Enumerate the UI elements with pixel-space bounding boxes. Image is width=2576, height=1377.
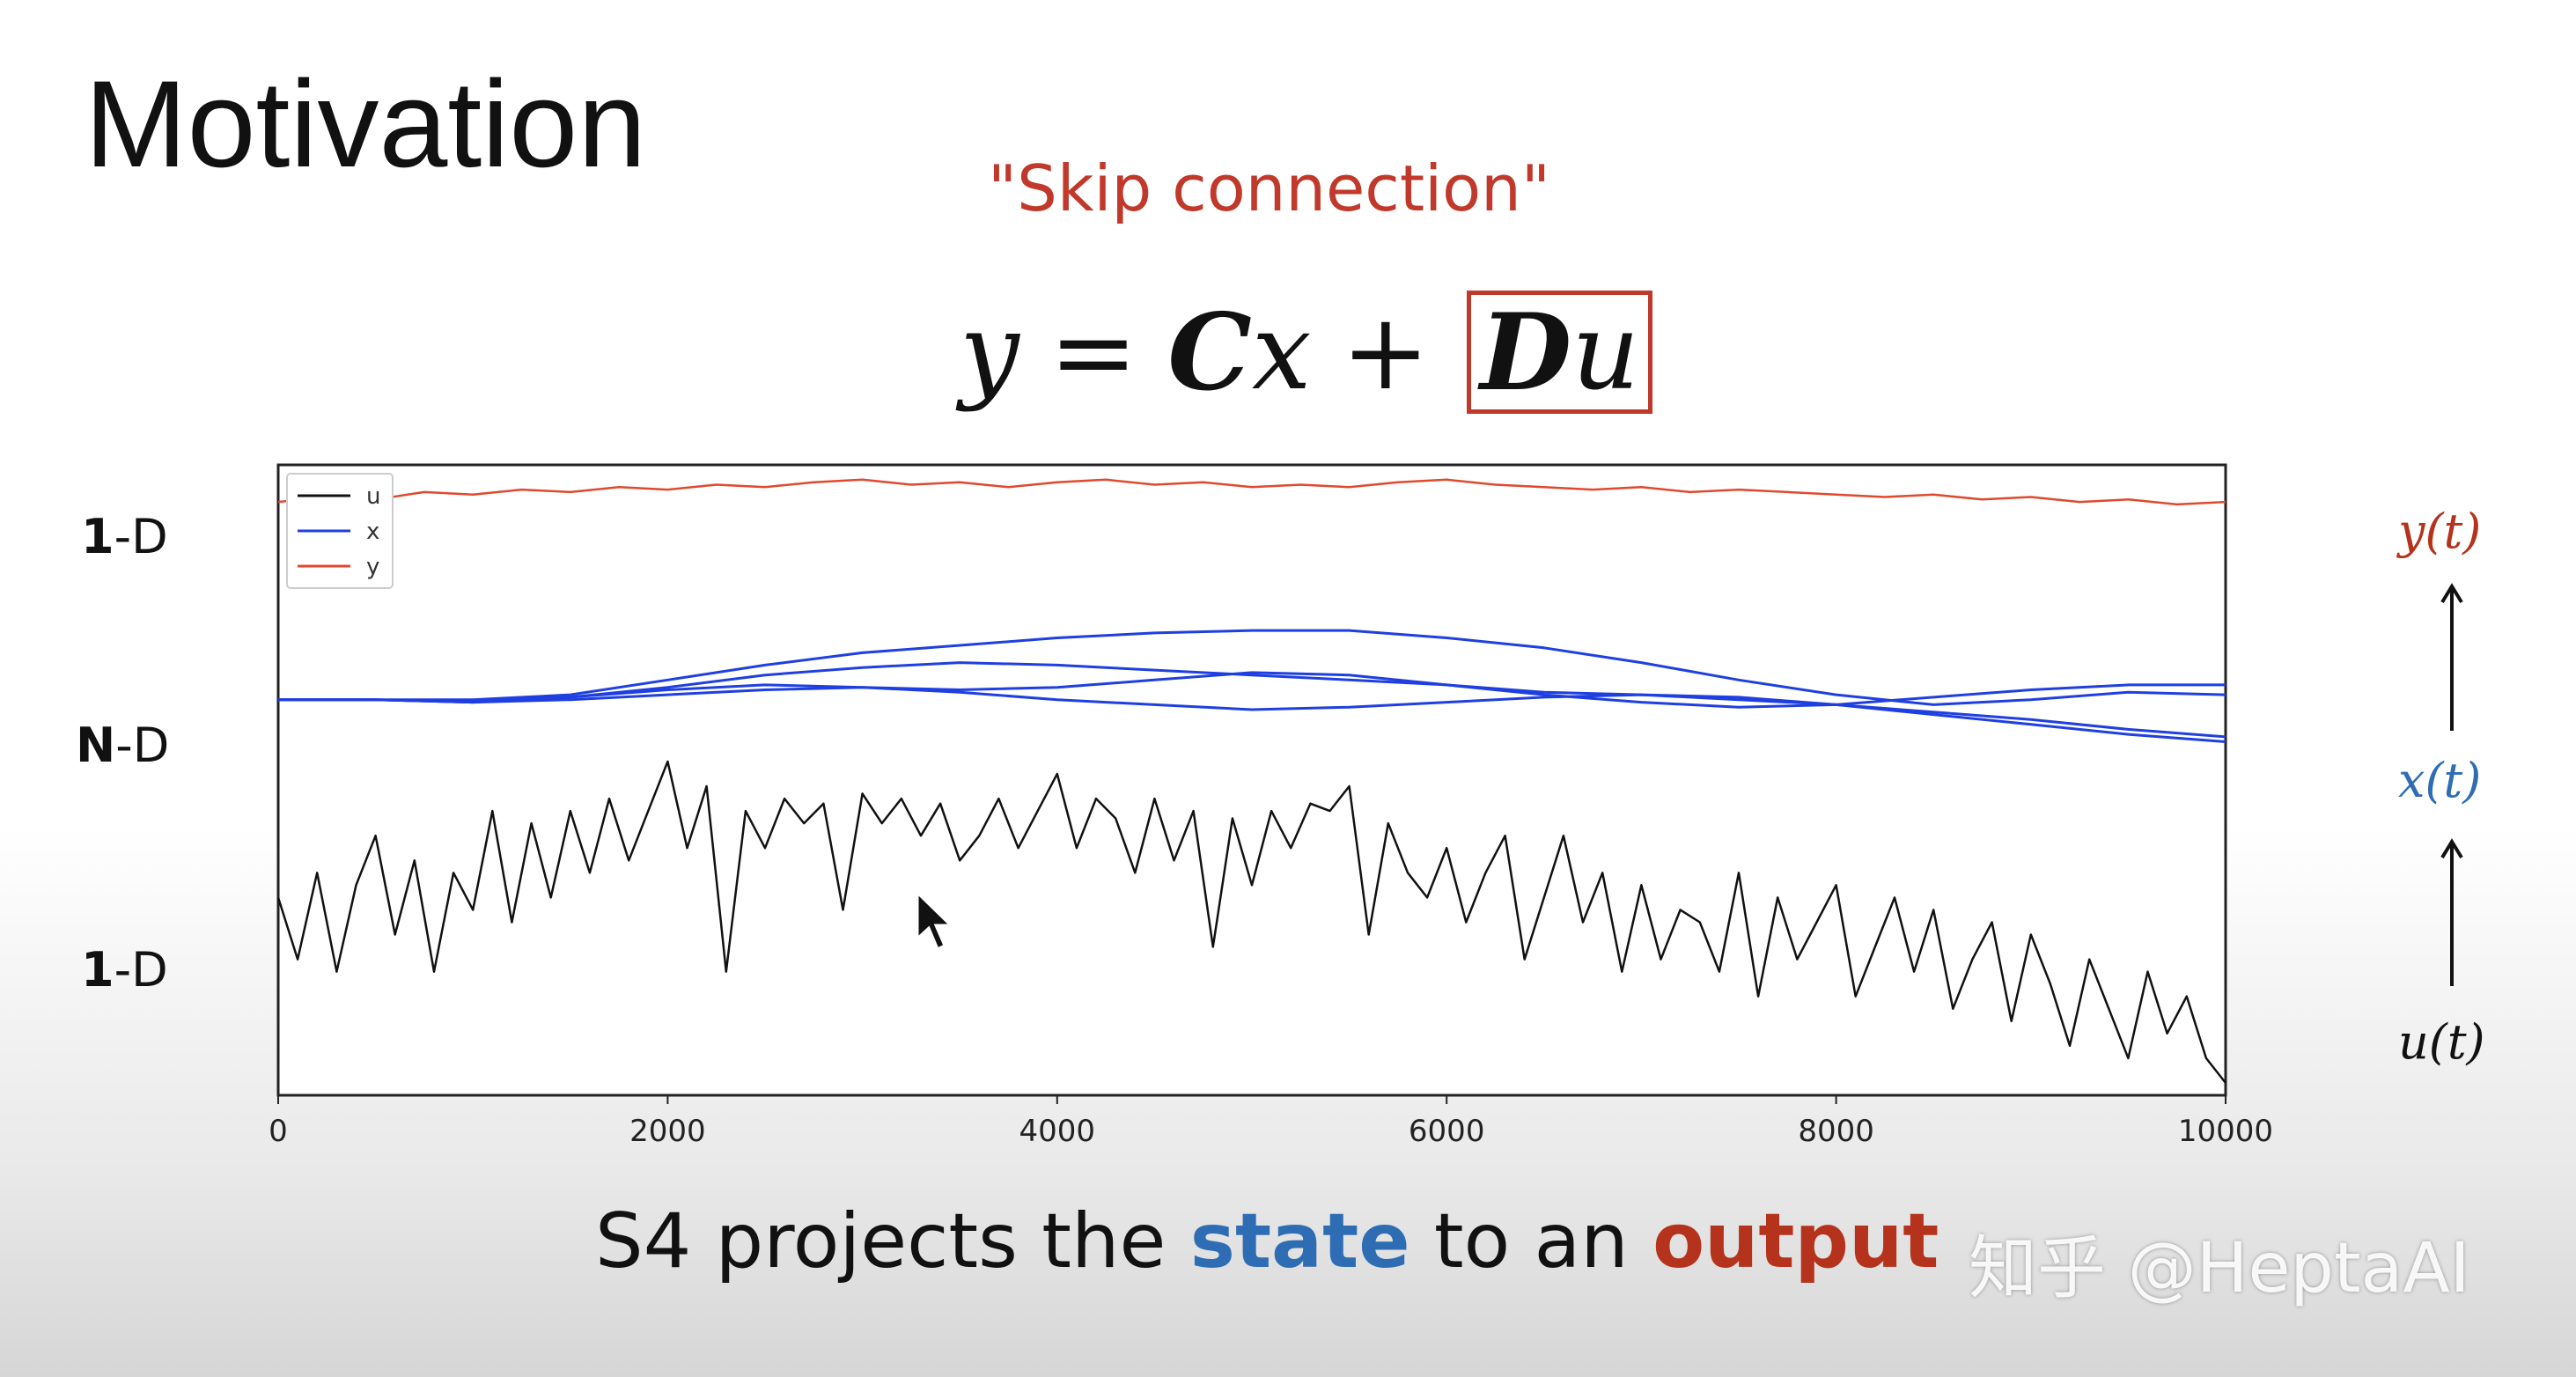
series-line-x-4 [278, 671, 2226, 709]
dim-label-y: 1-D [81, 509, 168, 564]
legend-label-x: x [366, 519, 379, 545]
arrow-u-to-x-icon [2440, 838, 2463, 986]
signal-label-u: u(t) [2398, 1014, 2485, 1070]
x-tick-label: 2000 [629, 1114, 706, 1149]
series-line-x-3 [278, 686, 2226, 739]
slide-caption: S4 projects the state to an output [595, 1197, 1939, 1285]
legend-label-u: u [366, 483, 380, 510]
eq-u: u [1571, 291, 1640, 414]
series-line-x-1 [278, 629, 2226, 706]
eq-plus: + [1341, 291, 1431, 414]
x-tick-label: 6000 [1409, 1114, 1485, 1149]
eq-x: x [1251, 291, 1312, 414]
dim-label-u: 1-D [81, 942, 168, 998]
eq-equals: = [1049, 291, 1138, 414]
x-tick-label: 8000 [1798, 1114, 1874, 1149]
legend: uxy [286, 473, 394, 589]
skip-term-box: D u [1467, 290, 1653, 415]
plot-frame [276, 463, 2227, 1097]
series-line-y-0 [277, 478, 2226, 506]
series-line-u-5 [276, 760, 2226, 1084]
output-equation: y = C x + D u [960, 282, 1653, 423]
mouse-cursor-icon [916, 889, 954, 952]
dim-label-x: N-D [76, 718, 170, 773]
eq-y: y [960, 291, 1019, 414]
arrow-x-to-y-icon [2440, 583, 2463, 731]
watermark: 知乎 @HeptaAI [1969, 1229, 2470, 1308]
eq-D: D [1480, 290, 1572, 415]
x-tick-label: 0 [269, 1114, 288, 1149]
caption-state: state [1189, 1197, 1410, 1285]
x-tick-label: 4000 [1019, 1114, 1096, 1149]
legend-label-y: y [366, 554, 379, 580]
eq-C: C [1167, 290, 1252, 415]
caption-output: output [1652, 1197, 1939, 1285]
x-tick-label: 10000 [2178, 1114, 2273, 1149]
skip-connection-label: "Skip connection" [988, 151, 1550, 225]
signal-label-x: x(t) [2398, 753, 2482, 808]
slide-title: Motivation [85, 55, 647, 193]
signal-label-y: y(t) [2398, 504, 2482, 559]
